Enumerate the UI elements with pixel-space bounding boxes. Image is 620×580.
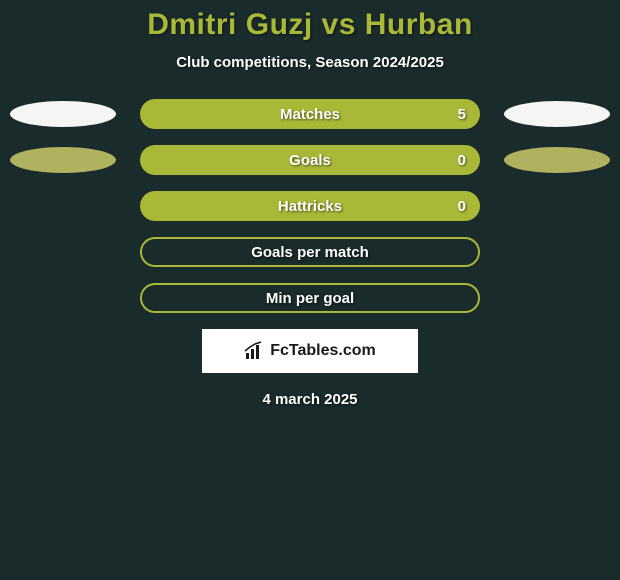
comparison-infographic: Dmitri Guzj vs Hurban Club competitions,… bbox=[0, 0, 620, 408]
stat-label: Matches bbox=[280, 106, 340, 123]
logo-text: FcTables.com bbox=[270, 342, 376, 360]
stat-label: Min per goal bbox=[266, 290, 354, 307]
stat-row: Min per goal bbox=[0, 283, 620, 313]
stat-row: Hattricks 0 bbox=[0, 191, 620, 221]
stat-bar: Goals per match bbox=[140, 237, 480, 267]
stat-row: Goals 0 bbox=[0, 145, 620, 175]
logo: FcTables.com bbox=[244, 341, 376, 361]
subtitle: Club competitions, Season 2024/2025 bbox=[0, 54, 620, 71]
right-ellipse bbox=[504, 101, 610, 127]
stat-label: Hattricks bbox=[278, 198, 342, 215]
left-ellipse bbox=[10, 101, 116, 127]
date-label: 4 march 2025 bbox=[0, 391, 620, 408]
chart-icon bbox=[244, 341, 266, 361]
stat-rows: Matches 5 Goals 0 Hattricks 0 Goals per match M… bbox=[0, 99, 620, 313]
left-ellipse bbox=[10, 147, 116, 173]
logo-box: FcTables.com bbox=[202, 329, 418, 373]
stat-value-right: 0 bbox=[458, 152, 466, 169]
stat-bar: Goals 0 bbox=[140, 145, 480, 175]
stat-bar: Hattricks 0 bbox=[140, 191, 480, 221]
stat-row: Matches 5 bbox=[0, 99, 620, 129]
stat-row: Goals per match bbox=[0, 237, 620, 267]
stat-label: Goals bbox=[289, 152, 331, 169]
stat-bar: Min per goal bbox=[140, 283, 480, 313]
stat-label: Goals per match bbox=[251, 244, 369, 261]
right-ellipse bbox=[504, 147, 610, 173]
stat-bar: Matches 5 bbox=[140, 99, 480, 129]
stat-value-right: 0 bbox=[458, 198, 466, 215]
page-title: Dmitri Guzj vs Hurban bbox=[0, 8, 620, 42]
stat-value-right: 5 bbox=[458, 106, 466, 123]
